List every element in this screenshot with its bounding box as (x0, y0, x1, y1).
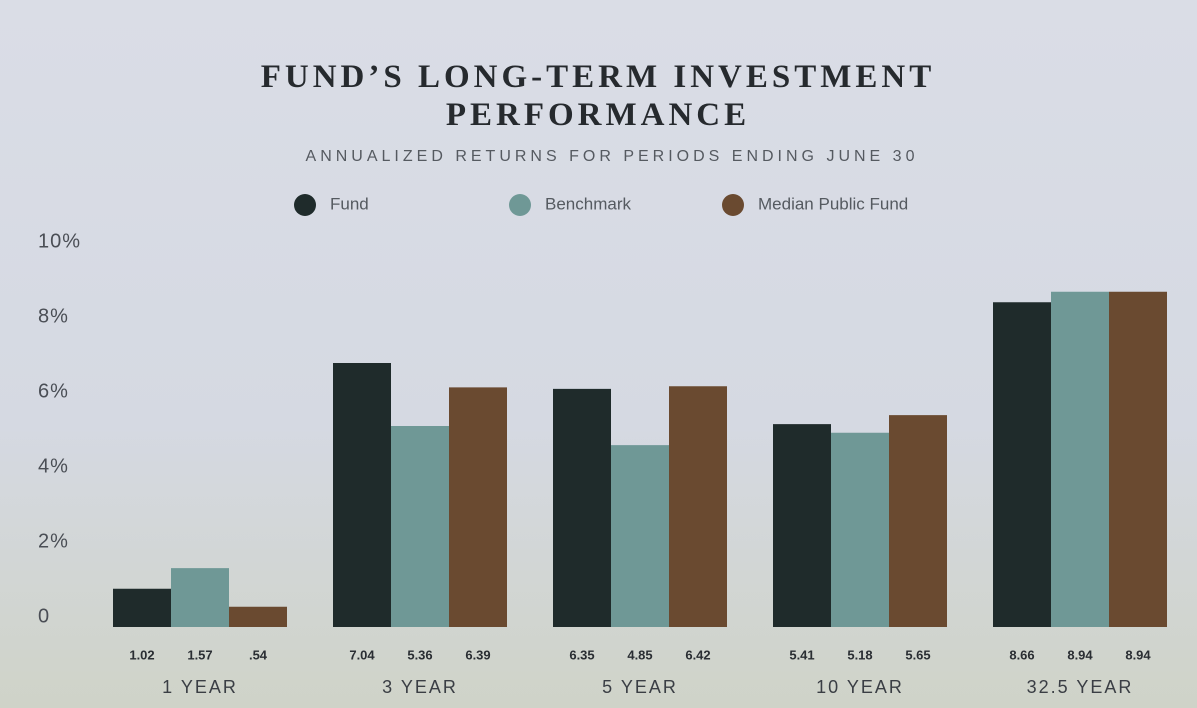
bar (391, 426, 449, 627)
value-label: 4.85 (627, 647, 652, 662)
legend-label: Median Public Fund (758, 194, 908, 213)
bar (611, 445, 669, 627)
x-tick-label: 10 YEAR (816, 677, 904, 697)
bar (1051, 291, 1109, 627)
legend-label: Benchmark (545, 194, 631, 213)
y-tick-label: 2% (38, 530, 69, 552)
x-tick-label: 1 YEAR (162, 677, 238, 697)
x-tick-label: 5 YEAR (602, 677, 678, 697)
value-label: .54 (249, 647, 268, 662)
legend-swatch (509, 194, 531, 216)
bar (333, 363, 391, 627)
value-label: 5.18 (847, 647, 872, 662)
value-label: 1.57 (187, 647, 212, 662)
value-label: 8.66 (1009, 647, 1034, 662)
value-label: 5.65 (905, 647, 930, 662)
bar (553, 388, 611, 627)
value-label: 7.04 (349, 647, 375, 662)
chart-title: FUND’S LONG-TERM INVESTMENT PERFORMANCE (260, 59, 936, 133)
y-tick-label: 6% (38, 380, 69, 402)
bar (1109, 291, 1167, 627)
bar (993, 302, 1051, 627)
bar (831, 432, 889, 627)
value-label: 8.94 (1067, 647, 1093, 662)
legend-swatch (722, 194, 744, 216)
value-label: 5.41 (789, 647, 814, 662)
value-label: 1.02 (129, 647, 154, 662)
bar (669, 386, 727, 627)
bar (449, 387, 507, 627)
legend-label: Fund (330, 194, 369, 213)
bar (113, 588, 171, 627)
x-tick-label: 32.5 YEAR (1027, 677, 1134, 697)
bar (773, 424, 831, 627)
value-label: 6.35 (569, 647, 594, 662)
bar (171, 568, 229, 627)
value-label: 8.94 (1125, 647, 1151, 662)
value-label: 6.42 (685, 647, 710, 662)
chart-subtitle: ANNUALIZED RETURNS FOR PERIODS ENDING JU… (306, 148, 919, 165)
y-tick-label: 10% (38, 230, 81, 252)
y-tick-label: 4% (38, 455, 69, 477)
x-tick-label: 3 YEAR (382, 677, 458, 697)
value-label: 6.39 (465, 647, 490, 662)
y-tick-label: 8% (38, 305, 69, 327)
bar (889, 415, 947, 627)
legend-swatch (294, 194, 316, 216)
value-label: 5.36 (407, 647, 432, 662)
bar (229, 606, 287, 627)
y-tick-label: 0 (38, 605, 50, 627)
